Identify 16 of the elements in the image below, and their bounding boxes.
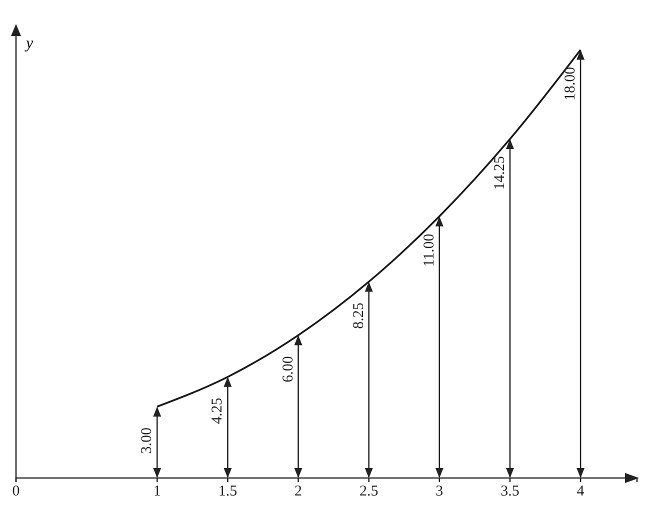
data-label: 8.25 bbox=[350, 302, 367, 329]
x-tick-label: 3 bbox=[436, 484, 444, 500]
data-label: 14.25 bbox=[492, 156, 508, 190]
x-tick-label: 3.5 bbox=[500, 484, 520, 500]
x-tick-label: 1.5 bbox=[218, 484, 238, 500]
x-tick-label: 1 bbox=[153, 484, 161, 500]
data-label: 6.00 bbox=[280, 356, 296, 382]
y-axis-title: y bbox=[24, 35, 34, 52]
x-tick-label: 4 bbox=[576, 484, 585, 500]
data-label: 18.00 bbox=[562, 66, 579, 101]
x-tick-label: 0 bbox=[12, 484, 20, 500]
data-label: 4.25 bbox=[210, 398, 226, 424]
data-label: 3.00 bbox=[139, 428, 156, 454]
x-tick-label: 2.5 bbox=[359, 484, 378, 500]
data-label: 11.00 bbox=[421, 234, 438, 267]
x-tick-label: 2 bbox=[294, 484, 302, 500]
